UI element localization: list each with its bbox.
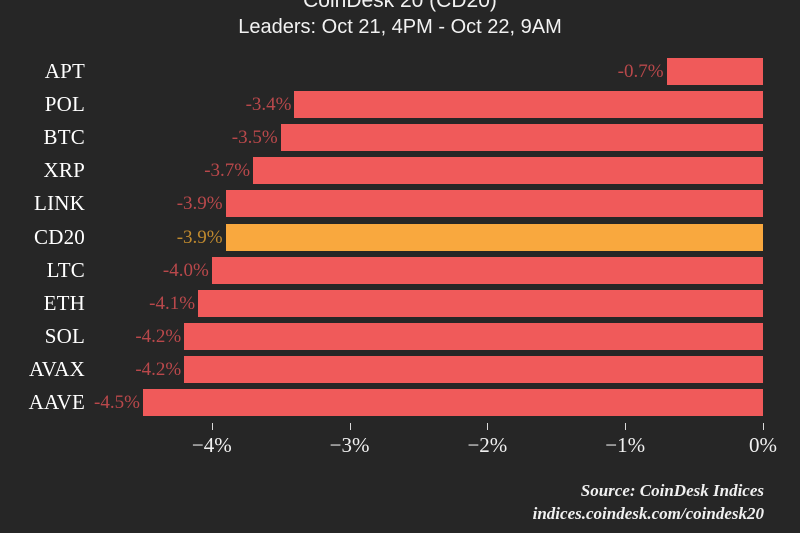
bar-apt[interactable] bbox=[666, 58, 763, 85]
chart-header: CoinDesk 20 (CD20) Leaders: Oct 21, 4PM … bbox=[0, 0, 800, 40]
chart-footer: Source: CoinDesk Indices indices.coindes… bbox=[533, 479, 764, 525]
x-tick-mark bbox=[763, 423, 764, 430]
category-label-link: LINK bbox=[34, 191, 85, 216]
value-label-ltc: -4.0% bbox=[162, 259, 209, 281]
chart-row: CD20 -3.9% bbox=[0, 221, 800, 254]
value-label-pol: -3.4% bbox=[245, 94, 292, 116]
chart-row: LTC -4.0% bbox=[0, 254, 800, 287]
category-label-avax: AVAX bbox=[28, 356, 85, 381]
category-label-pol: POL bbox=[44, 92, 85, 117]
value-label-link: -3.9% bbox=[176, 193, 223, 215]
value-label-eth: -4.1% bbox=[149, 292, 196, 314]
bar-link[interactable] bbox=[225, 190, 763, 218]
chart-row: ETH -4.1% bbox=[0, 287, 800, 320]
x-tick-label: −2% bbox=[467, 433, 508, 457]
chart-subtitle: Leaders: Oct 21, 4PM - Oct 22, 9AM bbox=[238, 16, 562, 38]
bar-btc[interactable] bbox=[280, 124, 763, 152]
category-label-xrp: XRP bbox=[43, 158, 85, 183]
bar-eth[interactable] bbox=[198, 289, 763, 317]
bar-cd20[interactable] bbox=[225, 223, 763, 251]
x-tick-mark bbox=[487, 423, 489, 430]
plot-area: APT -0.7% POL -3.4% BTC -3.5% XRP -3.7% LINK -3.9… bbox=[0, 55, 800, 423]
x-tick-label: −3% bbox=[329, 433, 370, 457]
chart-row: BTC -3.5% bbox=[0, 121, 800, 154]
chart-row: LINK -3.9% bbox=[0, 187, 800, 220]
category-label-aave: AAVE bbox=[28, 390, 85, 414]
chart-row: APT -0.7% bbox=[0, 55, 800, 88]
bar-sol[interactable] bbox=[184, 322, 763, 350]
x-tick-mark bbox=[625, 423, 627, 430]
category-label-sol: SOL bbox=[44, 323, 85, 348]
x-tick-mark bbox=[211, 423, 213, 430]
chart-row: AVAX -4.2% bbox=[0, 353, 800, 386]
bar-pol[interactable] bbox=[294, 91, 763, 119]
x-tick-label: −1% bbox=[605, 433, 646, 457]
x-tick-label: −4% bbox=[191, 433, 232, 457]
x-axis: −4% −3% −2% −1% 0% bbox=[0, 423, 800, 473]
value-label-btc: -3.5% bbox=[231, 127, 278, 149]
chart-row: XRP -3.7% bbox=[0, 154, 800, 187]
category-label-btc: BTC bbox=[43, 125, 85, 150]
source-credit: Source: CoinDesk Indices bbox=[580, 481, 764, 500]
value-label-xrp: -3.7% bbox=[204, 160, 251, 182]
chart-row: AAVE -4.5% bbox=[0, 386, 800, 419]
bar-avax[interactable] bbox=[184, 355, 763, 383]
value-label-apt: -0.7% bbox=[617, 61, 664, 82]
category-label-cd20: CD20 bbox=[34, 224, 85, 249]
chart-title: CoinDesk 20 (CD20) bbox=[303, 0, 497, 12]
category-label-ltc: LTC bbox=[46, 257, 85, 282]
bar-xrp[interactable] bbox=[253, 157, 763, 185]
chart-row: POL -3.4% bbox=[0, 88, 800, 121]
value-label-avax: -4.2% bbox=[135, 358, 182, 380]
x-tick-label: 0% bbox=[749, 433, 777, 457]
value-label-aave: -4.5% bbox=[94, 392, 140, 413]
chart-row: SOL -4.2% bbox=[0, 320, 800, 353]
source-url: indices.coindesk.com/coindesk20 bbox=[532, 504, 764, 523]
bar-ltc[interactable] bbox=[211, 256, 763, 284]
value-label-cd20: -3.9% bbox=[176, 226, 223, 248]
category-label-apt: APT bbox=[44, 59, 85, 83]
value-label-sol: -4.2% bbox=[135, 325, 182, 347]
x-tick-mark bbox=[349, 423, 351, 430]
bar-aave[interactable] bbox=[142, 389, 763, 416]
category-label-eth: ETH bbox=[43, 290, 85, 315]
